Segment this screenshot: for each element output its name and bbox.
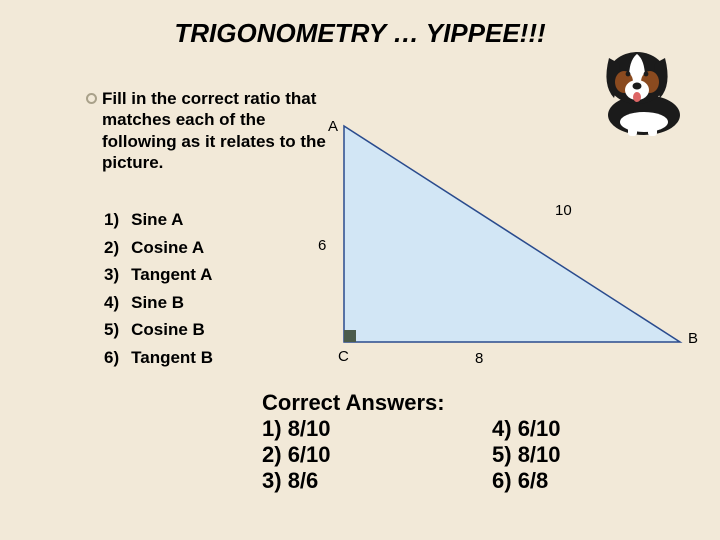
answer-item: 5) 8/10 <box>492 442 561 468</box>
list-item: 1)Sine A <box>104 207 213 233</box>
answer-item: 1) 8/10 <box>262 416 492 442</box>
list-item: 3)Tangent A <box>104 262 213 288</box>
answer-item: 6) 6/8 <box>492 468 561 494</box>
list-item: 2)Cosine A <box>104 235 213 261</box>
answer-item: 3) 8/6 <box>262 468 492 494</box>
side-base-label: 8 <box>475 350 483 367</box>
vertex-c-label: C <box>338 348 349 365</box>
side-hyp-label: 10 <box>555 202 572 219</box>
answer-item: 4) 6/10 <box>492 416 561 442</box>
answers-heading: Correct Answers: <box>262 390 561 416</box>
vertex-a-label: A <box>328 118 338 135</box>
vertex-b-label: B <box>688 330 698 347</box>
list-item: 6)Tangent B <box>104 345 213 371</box>
bullet-icon <box>86 93 97 104</box>
answer-item: 2) 6/10 <box>262 442 492 468</box>
list-item: 4)Sine B <box>104 290 213 316</box>
ratio-list: 1)Sine A 2)Cosine A 3)Tangent A 4)Sine B… <box>102 205 215 372</box>
instructions-text: Fill in the correct ratio that matches e… <box>102 88 327 173</box>
triangle-diagram: A B C 10 6 8 <box>340 122 690 357</box>
list-item: 5)Cosine B <box>104 317 213 343</box>
answers-block: Correct Answers: 1) 8/10 2) 6/10 3) 8/6 … <box>262 390 561 494</box>
triangle-svg <box>340 122 690 352</box>
side-vertical-label: 6 <box>318 237 326 254</box>
